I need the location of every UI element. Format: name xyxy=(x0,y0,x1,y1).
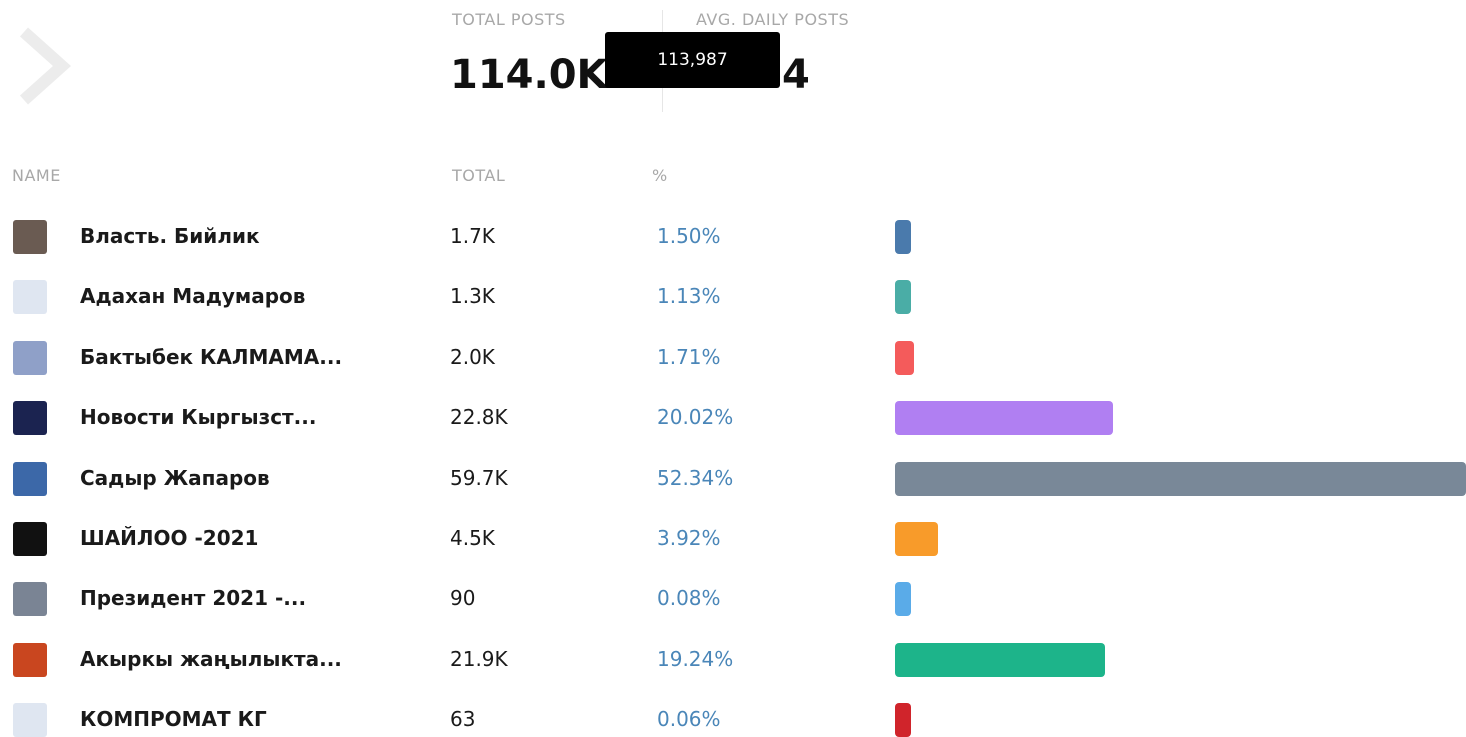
tooltip: 113,987 xyxy=(605,32,780,88)
row-percent: 1.50% xyxy=(657,224,721,248)
share-bar xyxy=(895,280,911,315)
row-total: 4.5K xyxy=(450,526,495,550)
avatar xyxy=(13,582,47,617)
chevron-icon xyxy=(19,27,71,105)
back-chevron[interactable] xyxy=(14,26,74,106)
row-name[interactable]: КОМПРОМАТ КГ xyxy=(80,707,267,732)
row-percent: 1.71% xyxy=(657,344,721,369)
row-name[interactable]: Бактыбек КАЛМАМА... xyxy=(80,344,343,369)
stat-label: AVG. DAILY POSTS xyxy=(696,10,850,29)
row-percent: 0.06% xyxy=(657,707,721,732)
avatar xyxy=(13,340,47,375)
row-name[interactable]: Новости Кыргызст... xyxy=(80,405,317,430)
row-total: 21.9K xyxy=(450,646,508,671)
column-header: NAME xyxy=(12,166,61,185)
share-bar xyxy=(895,340,914,375)
row-total: 63 xyxy=(450,707,476,732)
stat-value: 4 xyxy=(782,52,810,98)
row-total: 1.3K xyxy=(450,284,495,309)
row-total: 22.8K xyxy=(450,405,508,430)
share-bar xyxy=(895,582,911,617)
row-percent: 1.13% xyxy=(657,284,721,309)
row-percent: 52.34% xyxy=(657,465,734,490)
row-name[interactable]: ШАЙЛОО -2021 xyxy=(80,526,259,550)
row-total: 2.0K xyxy=(450,344,495,369)
stat-label: TOTAL POSTS xyxy=(452,10,566,29)
row-name[interactable]: Садыр Жапаров xyxy=(80,465,270,490)
share-bar xyxy=(895,461,1466,496)
share-bar xyxy=(895,220,912,254)
share-bar xyxy=(895,703,911,737)
avatar xyxy=(13,280,47,315)
share-bar xyxy=(895,522,938,556)
row-percent: 3.92% xyxy=(657,526,721,550)
row-name[interactable]: Акыркы жаңылыкта... xyxy=(80,646,342,671)
row-percent: 0.08% xyxy=(657,586,721,611)
row-total: 1.7K xyxy=(450,224,495,248)
row-total: 90 xyxy=(450,586,476,611)
column-header: TOTAL xyxy=(452,166,506,185)
row-name[interactable]: Адахан Мадумаров xyxy=(80,284,306,309)
avatar xyxy=(13,220,47,254)
stat-value: 114.0K xyxy=(450,52,608,98)
row-percent: 19.24% xyxy=(657,646,734,671)
column-header: % xyxy=(652,166,668,185)
row-name[interactable]: Власть. Бийлик xyxy=(80,224,260,248)
row-percent: 20.02% xyxy=(657,405,734,430)
avatar xyxy=(13,401,47,436)
row-name[interactable]: Президент 2021 -... xyxy=(80,586,307,611)
avatar xyxy=(13,703,47,737)
share-bar xyxy=(895,401,1114,436)
avatar xyxy=(13,522,47,556)
row-total: 59.7K xyxy=(450,465,508,490)
avatar xyxy=(13,461,47,496)
avatar xyxy=(13,642,47,677)
share-bar xyxy=(895,642,1105,677)
